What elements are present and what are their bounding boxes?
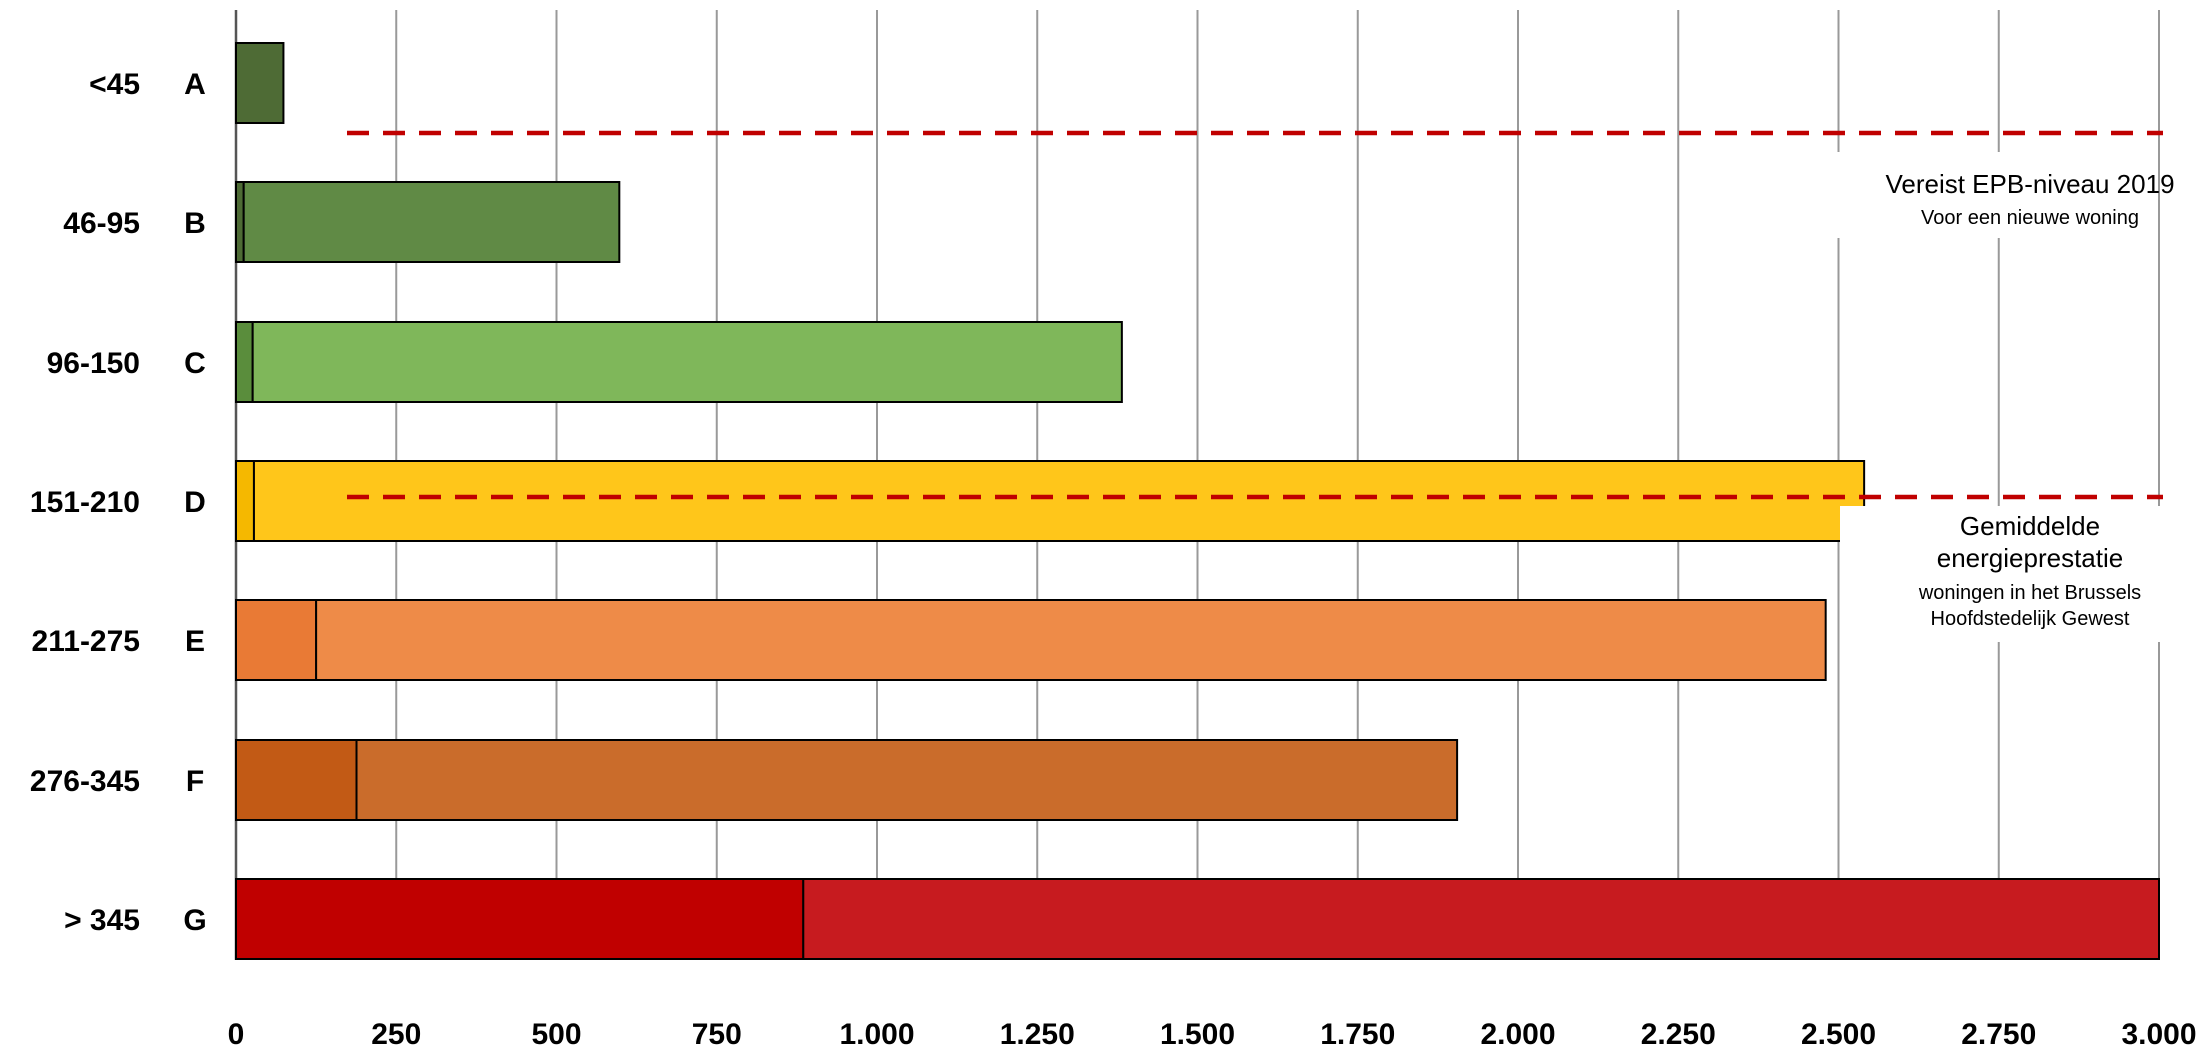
bar-D-segment-2 (252, 460, 1866, 542)
bar-E-segment-2 (315, 599, 1827, 681)
x-axis-tick-labels: 0 250 500 750 1.000 1.250 1.500 1.750 2.000 2.250… (228, 1018, 2197, 1051)
annotation-2-title-line-2: energieprestatie (1937, 543, 2123, 573)
annotation-1-title: Vereist EPB-niveau 2019 (1885, 169, 2174, 199)
reference-lines (347, 130, 2163, 500)
annotation-1-background (1800, 152, 2100, 238)
bar-E-segment-1 (235, 599, 318, 681)
annotation-2-title-line-1: Gemiddelde (1960, 511, 2100, 541)
bar-A-segment-1 (235, 42, 285, 124)
x-tick-label-1000: 1.000 (839, 1018, 914, 1051)
x-tick-label-0: 0 (228, 1018, 245, 1051)
bar-F-segment-1 (235, 739, 358, 821)
row-letter-label-F: F (186, 765, 204, 798)
row-range-label-B: 46-95 (63, 207, 140, 240)
row-range-label-E: 211-275 (32, 625, 140, 658)
x-tick-label-2750: 2.750 (1961, 1018, 2036, 1051)
bar-G-segment-2 (802, 878, 2160, 960)
annotation-2-background (1840, 506, 2180, 642)
row-range-label-A: <45 (89, 68, 140, 101)
row-range-label-F: 276-345 (30, 765, 140, 798)
bar-C-segment-2 (251, 321, 1123, 403)
x-tick-label-2000: 2.000 (1480, 1018, 1555, 1051)
x-tick-label-1250: 1.250 (1000, 1018, 1075, 1051)
x-tick-label-2250: 2.250 (1641, 1018, 1716, 1051)
bar-series (235, 42, 2160, 960)
row-range-label-D: 151-210 (30, 486, 140, 519)
bar-C-segment-1 (235, 321, 254, 403)
row-letter-label-D: D (184, 486, 206, 519)
row-letter-label-G: G (183, 904, 206, 937)
row-range-label-G: > 345 (64, 904, 140, 937)
bar-D-segment-1 (235, 460, 255, 542)
bar-G-segment-1 (235, 878, 805, 960)
x-tick-label-250: 250 (371, 1018, 421, 1051)
x-tick-label-1750: 1.750 (1320, 1018, 1395, 1051)
row-letter-label-B: B (184, 207, 206, 240)
row-labels: <45 A 46-95 B 96-150 C 151-210 D 211-275 E 276-345… (30, 68, 207, 937)
bar-B-segment-2 (242, 181, 621, 263)
x-tick-label-3000: 3.000 (2121, 1018, 2196, 1051)
bar-F-segment-2 (355, 739, 1459, 821)
x-tick-label-500: 500 (531, 1018, 581, 1051)
annotations: Vereist EPB-niveau 2019 Voor een nieuwe w… (1800, 152, 2180, 642)
row-letter-label-C: C (184, 347, 206, 380)
x-tick-label-750: 750 (692, 1018, 742, 1051)
annotation-2-subtitle-line-1: woningen in het Brussels (1918, 582, 2141, 604)
annotation-1-subtitle: Voor een nieuwe woning (1921, 207, 2139, 229)
annotation-2-subtitle-line-2: Hoofdstedelijk Gewest (1931, 608, 2130, 630)
bar-B-segment-1 (235, 181, 245, 263)
x-tick-label-2500: 2.500 (1801, 1018, 1876, 1051)
row-letter-label-E: E (185, 625, 205, 658)
x-tick-label-1500: 1.500 (1160, 1018, 1235, 1051)
row-range-label-C: 96-150 (47, 347, 140, 380)
row-letter-label-A: A (184, 68, 206, 101)
